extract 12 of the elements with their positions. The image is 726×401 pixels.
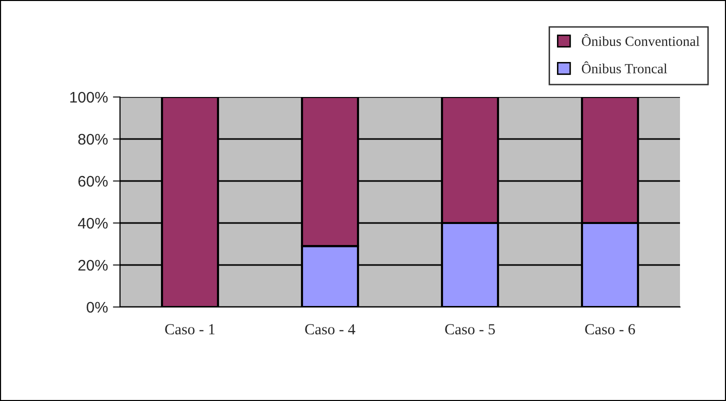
y-tick-label: 100% (70, 92, 108, 103)
x-tick-label: Caso - 6 (585, 324, 636, 334)
y-tick-label: 0% (86, 302, 108, 313)
legend-label: Ônibus Troncal (582, 61, 668, 74)
y-tick-label: 80% (78, 134, 108, 145)
x-tick-label: Caso - 5 (445, 324, 495, 334)
x-tick-label: Caso - 4 (305, 324, 356, 334)
x-tick-label: Caso - 1 (165, 324, 215, 334)
y-tick-label: 20% (78, 260, 108, 271)
legend-label: Ônibus Conventional (582, 34, 700, 46)
y-tick-label: 60% (78, 176, 108, 187)
y-tick-label: 40% (78, 218, 108, 229)
